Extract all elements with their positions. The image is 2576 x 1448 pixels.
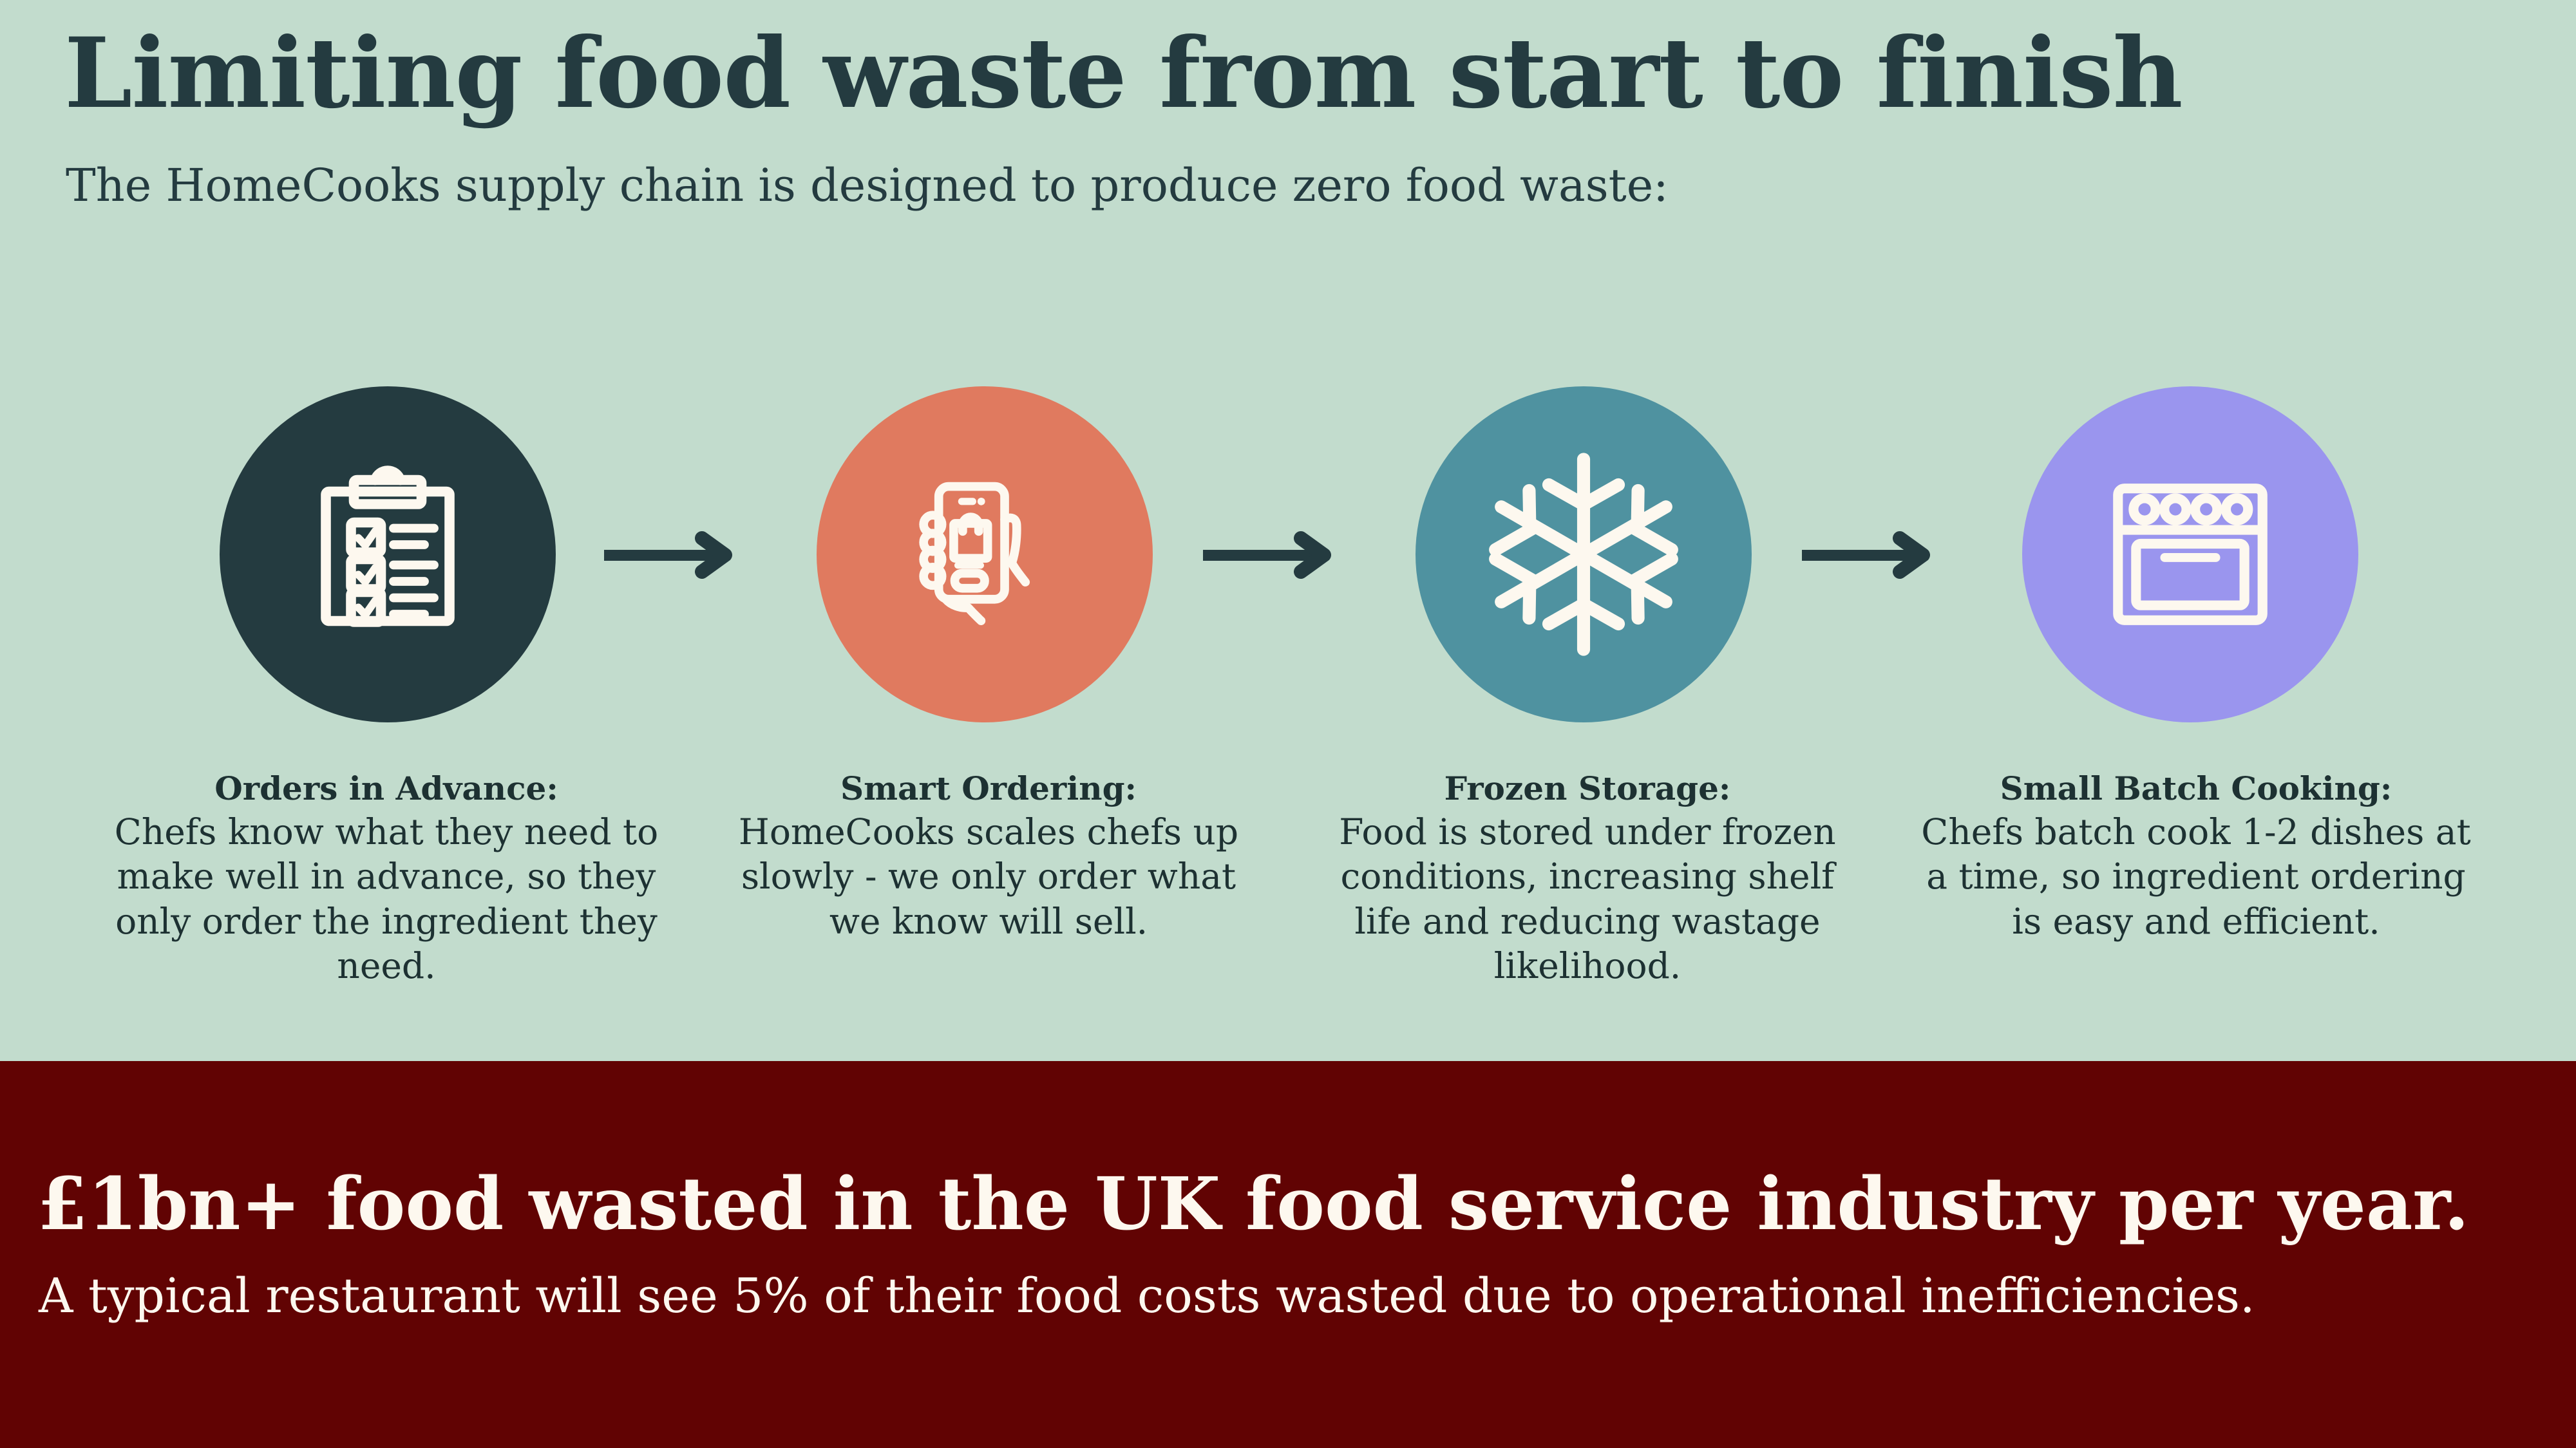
oven-icon — [2084, 448, 2297, 661]
flow-arrow-1 — [599, 529, 747, 581]
arrow-right-icon — [1198, 529, 1346, 581]
step-caption-small-batch-cooking: Small Batch Cooking: Chefs batch cook 1-… — [1909, 769, 2483, 944]
flow-arrow-3 — [1797, 529, 1945, 581]
caption-heading: Orders in Advance: — [214, 769, 558, 807]
caption-heading: Frozen Storage: — [1444, 769, 1731, 807]
page-title: Limiting food waste from start to finish — [64, 17, 2183, 130]
supply-chain-steps — [0, 386, 2576, 734]
top-green-panel: Limiting food waste from start to finish… — [0, 17, 2576, 988]
step-circle-orders-in-advance — [220, 386, 556, 722]
page-subtitle: The HomeCooks supply chain is designed t… — [66, 159, 1669, 212]
caption-heading: Smart Ordering: — [840, 769, 1137, 807]
step-circle-frozen-storage — [1416, 386, 1752, 722]
hand-holding-phone-shopping-icon — [885, 455, 1084, 654]
caption-body: HomeCooks scales chefs up slowly - we on… — [738, 811, 1239, 942]
arrow-right-icon — [1797, 529, 1945, 581]
clipboard-checklist-icon — [291, 458, 484, 651]
banner-heading: £1bn+ food wasted in the UK food service… — [37, 1162, 2470, 1246]
flow-arrow-2 — [1198, 529, 1346, 581]
step-circle-small-batch-cooking — [2022, 386, 2358, 722]
snowflake-icon — [1468, 438, 1700, 670]
caption-body: Food is stored under frozen conditions, … — [1339, 811, 1836, 986]
caption-body: Chefs batch cook 1-2 dishes at a time, s… — [1921, 811, 2471, 942]
step-caption-frozen-storage: Frozen Storage: Food is stored under fro… — [1307, 769, 1868, 988]
step-circle-smart-ordering — [817, 386, 1153, 722]
step-caption-orders-in-advance: Orders in Advance: Chefs know what they … — [93, 769, 679, 988]
caption-body: Chefs know what they need to make well i… — [114, 811, 659, 986]
caption-heading: Small Batch Cooking: — [2000, 769, 2392, 807]
step-caption-smart-ordering: Smart Ordering: HomeCooks scales chefs u… — [731, 769, 1246, 944]
arrow-right-icon — [599, 529, 747, 581]
food-waste-stat-banner: £1bn+ food wasted in the UK food service… — [0, 1061, 2576, 1448]
banner-subheading: A typical restaurant will see 5% of thei… — [39, 1268, 2255, 1324]
